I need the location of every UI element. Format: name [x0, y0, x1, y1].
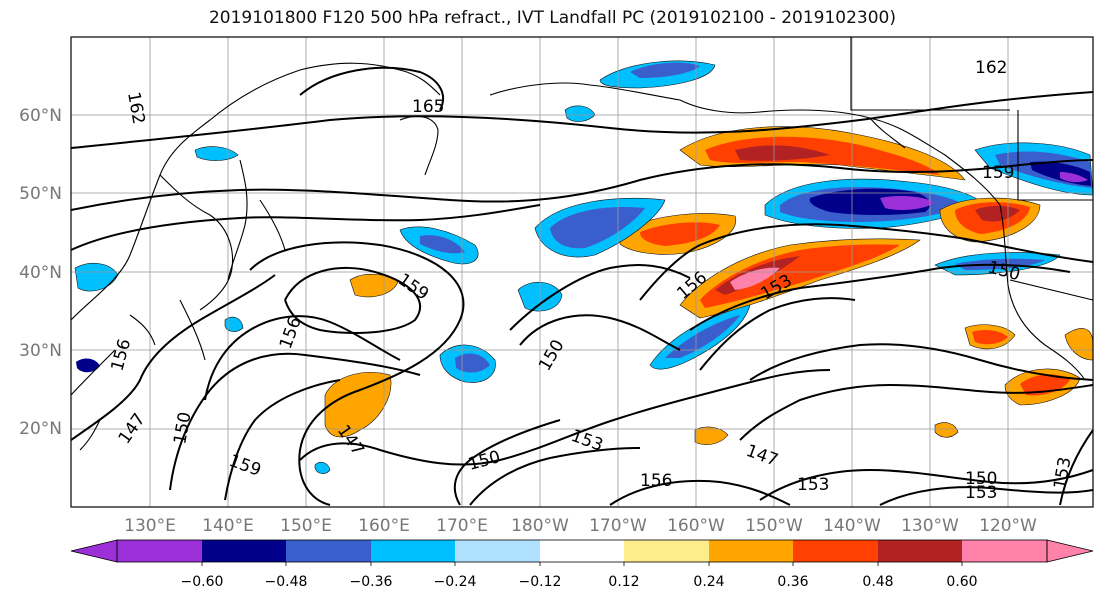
lon-label: 150°W — [745, 516, 803, 536]
negative-anomaly-region — [564, 105, 596, 122]
contour-label: 150 — [466, 447, 503, 475]
negative-anomaly-region — [76, 358, 100, 373]
colorbar-tick-label: 0.24 — [693, 574, 724, 590]
colorbar-bin — [962, 540, 1047, 562]
lon-label: 160°E — [358, 516, 410, 536]
contour-label: 165 — [412, 97, 444, 117]
lon-label: 170°W — [589, 516, 647, 536]
colorbar-bin — [878, 540, 962, 562]
lon-label: 140°W — [823, 516, 881, 536]
contour-label: 159 — [226, 451, 263, 481]
positive-anomaly-region — [972, 329, 1008, 345]
negative-anomaly-region — [420, 235, 465, 254]
contour-label: 150 — [965, 469, 997, 489]
negative-anomaly-region — [665, 315, 740, 358]
colorbar-frame — [116, 539, 1048, 563]
negative-anomaly-region — [194, 146, 239, 161]
contour-label: 156 — [108, 337, 136, 374]
negative-anomaly-region — [74, 262, 119, 292]
lon-label: 130°E — [124, 516, 176, 536]
negative-anomaly-region — [314, 461, 331, 474]
lon-label: 170°E — [436, 516, 488, 536]
colorbar-bin — [455, 540, 540, 562]
colorbar-tick-label: 0.36 — [777, 574, 808, 590]
colorbar-tick-label: 0.12 — [608, 574, 639, 590]
positive-anomaly-region — [694, 426, 729, 445]
negative-anomaly-region — [880, 195, 935, 211]
colorbar-extension-high — [1046, 539, 1094, 563]
negative-anomaly-region — [224, 316, 244, 332]
coastlines — [70, 37, 1094, 451]
colorbar-tick-label: 0.60 — [946, 574, 977, 590]
colorbar-bin — [709, 540, 793, 562]
colorbar-tick-label: −0.36 — [350, 574, 393, 590]
contour-label: 156 — [640, 471, 672, 491]
geopotential-contours — [70, 66, 1094, 506]
lon-label: 180°W — [511, 516, 569, 536]
positive-anomaly-region — [735, 145, 830, 161]
colorbar — [70, 539, 1094, 566]
contour-label: 153 — [1050, 455, 1075, 490]
colorbar-tick-label: −0.48 — [265, 574, 308, 590]
lat-label: 40°N — [19, 263, 62, 283]
contour-label: 162 — [123, 90, 148, 125]
positive-anomaly-region — [934, 422, 959, 438]
lat-label: 50°N — [19, 184, 62, 204]
colorbar-bin — [624, 540, 709, 562]
lon-label: 120°W — [979, 516, 1037, 536]
colorbar-bin — [793, 540, 878, 562]
contour-label: 159 — [982, 163, 1014, 183]
contour-label: 150 — [170, 410, 195, 445]
lon-label: 150°E — [280, 516, 332, 536]
colorbar-tick-label: −0.60 — [181, 574, 224, 590]
negative-anomaly-region — [1060, 172, 1088, 183]
colorbar-tick-label: 0.48 — [862, 574, 893, 590]
colorbar-bin — [371, 540, 455, 562]
contour-label: 159 — [394, 270, 432, 305]
colorbar-tick-label: −0.24 — [434, 574, 477, 590]
positive-anomaly-region — [730, 267, 780, 290]
contour-label: 156 — [276, 314, 306, 351]
positive-anomaly-region — [640, 222, 720, 246]
longitude-labels: 130°E 140°E 150°E 160°E 170°E 180°W 170°… — [124, 516, 1037, 536]
positive-anomaly-region — [1064, 328, 1094, 361]
lat-label: 60°N — [19, 106, 62, 126]
positive-anomaly-region — [975, 205, 1020, 222]
contour-label: 162 — [975, 58, 1007, 78]
contour-label: 153 — [797, 475, 829, 495]
lon-label: 140°E — [202, 516, 254, 536]
colorbar-tick-labels: −0.60 −0.48 −0.36 −0.24 −0.12 0.12 0.24 … — [181, 574, 978, 590]
negative-anomaly-region — [630, 62, 700, 78]
positive-anomaly-region — [700, 244, 900, 308]
contour-label: 153 — [965, 483, 997, 503]
contour-label: 153 — [568, 426, 605, 456]
contour-labels: 165 162 162 159 159 159 156 156 156 156 … — [108, 58, 1076, 503]
colorbar-extension-low — [70, 539, 118, 563]
colorbar-bin — [540, 540, 624, 562]
latitude-labels: 20°N 30°N 40°N 50°N 60°N — [19, 106, 62, 439]
colorbar-bin — [202, 540, 286, 562]
lat-label: 30°N — [19, 341, 62, 361]
negative-anomaly-region — [455, 353, 490, 373]
lon-label: 160°W — [667, 516, 725, 536]
colorbar-bin — [286, 540, 371, 562]
colorbar-tick-label: −0.12 — [519, 574, 562, 590]
colorbar-bin — [117, 540, 202, 562]
shaded-anomaly-field — [74, 60, 1094, 474]
map-title: 2019101800 F120 500 hPa refract., IVT La… — [208, 8, 896, 28]
map-frame — [70, 36, 1094, 508]
contour-label: 147 — [743, 441, 780, 471]
lat-label: 20°N — [19, 419, 62, 439]
positive-anomaly-region — [349, 273, 399, 298]
negative-anomaly-region — [550, 207, 645, 249]
lon-label: 130°W — [901, 516, 959, 536]
